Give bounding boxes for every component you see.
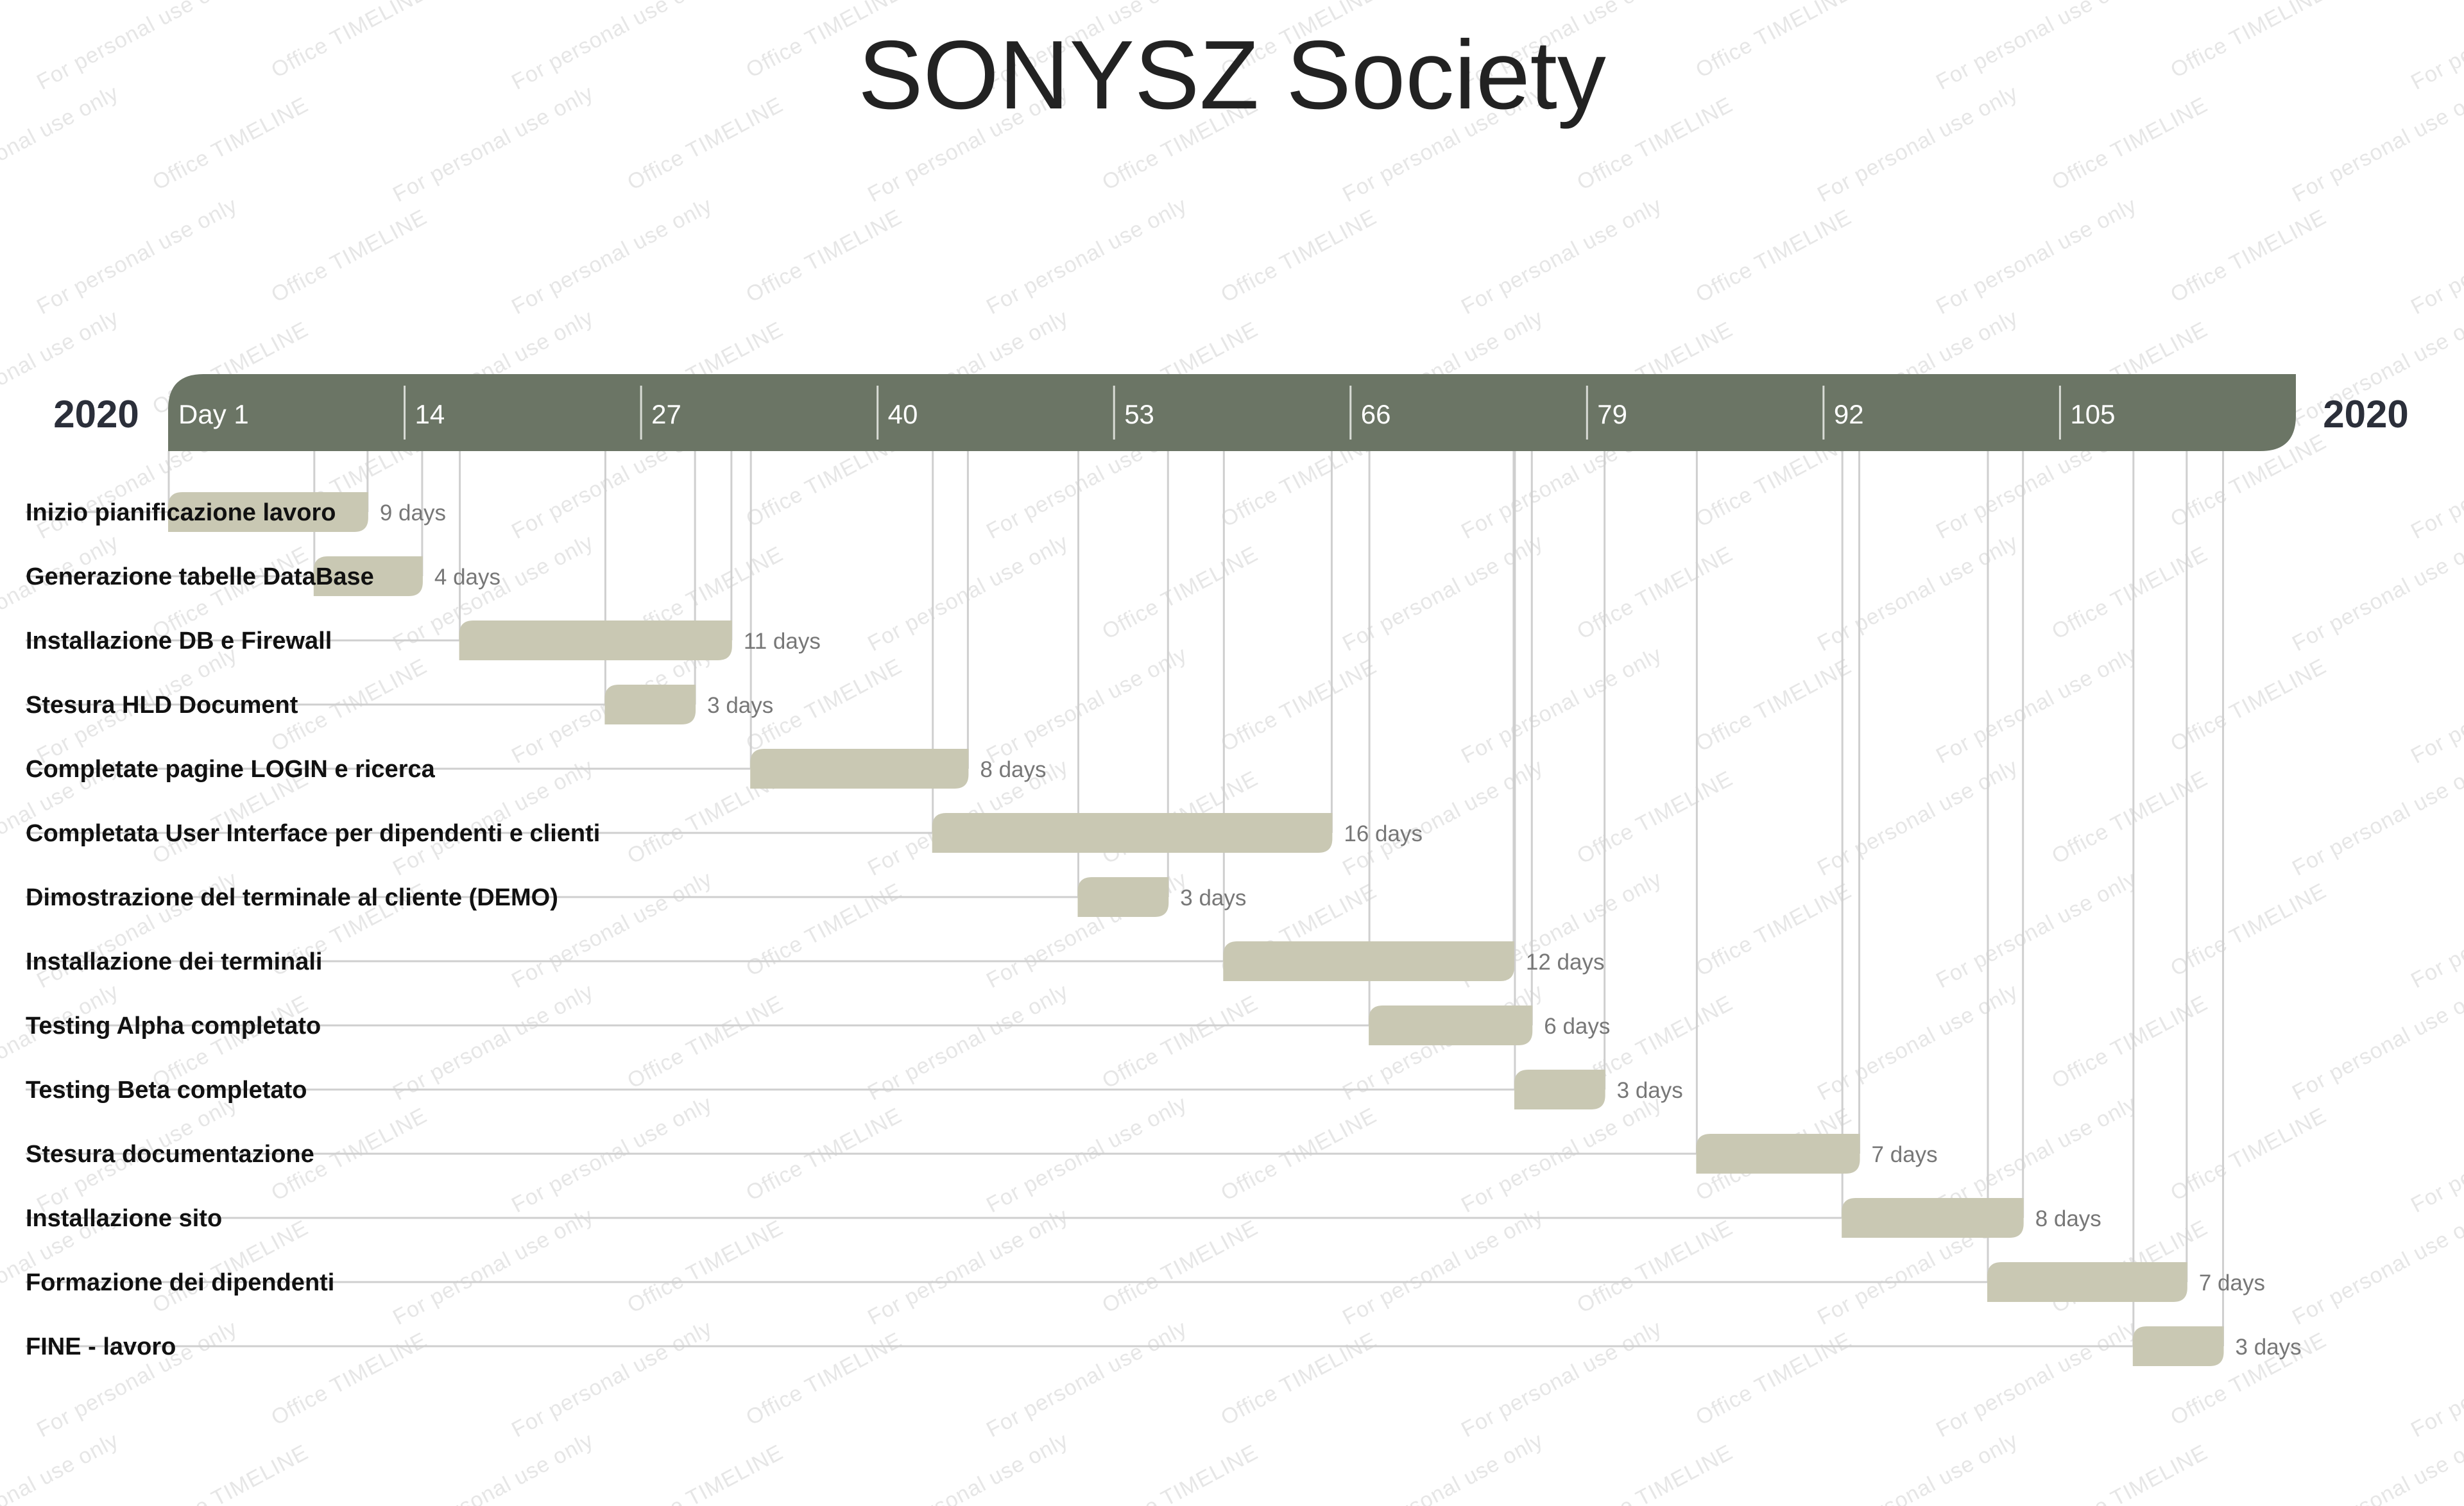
chart-title: SONYSZ Society (858, 21, 1606, 130)
axis-tick-label: 79 (1597, 399, 1627, 429)
task-bar (604, 685, 696, 724)
task-bar (459, 620, 732, 660)
task-name-label: Testing Alpha completato (26, 1013, 321, 1040)
task-labels-group: Inizio pianificazione lavoro 9 days Genera… (26, 499, 2302, 1360)
task-name-label: Completate pagine LOGIN e ricerca (26, 756, 436, 783)
task-bar (313, 556, 423, 596)
year-end-label: 2020 (2323, 393, 2408, 436)
leader-lines-group (26, 451, 2225, 1348)
task-bar (1223, 941, 1514, 981)
task-duration-label: 7 days (2199, 1271, 2265, 1296)
task-duration-label: 8 days (980, 757, 1046, 782)
task-name-label: Formazione dei dipendenti (26, 1269, 334, 1296)
task-bar (1369, 1005, 1533, 1045)
task-name-label: Completata User Interface per dipendenti… (26, 820, 600, 847)
task-duration-label: 11 days (744, 629, 821, 654)
axis-tick-label: Day 1 (178, 399, 249, 429)
task-bar (168, 492, 368, 532)
axis-tick-label: 40 (888, 399, 918, 429)
task-name-label: Stesura HLD Document (26, 692, 298, 719)
axis-tick-label: 14 (415, 399, 445, 429)
task-name-label: Installazione dei terminali (26, 948, 322, 975)
task-duration-label: 3 days (1617, 1078, 1683, 1103)
task-bar (2132, 1326, 2224, 1366)
task-name-label: Generazione tabelle DataBase (26, 563, 374, 590)
task-name-label: Dimostrazione del terminale al cliente (… (26, 884, 558, 911)
task-name-label: Installazione DB e Firewall (26, 628, 332, 655)
task-bar (750, 749, 969, 789)
task-name-label: Inizio pianificazione lavoro (26, 499, 336, 526)
task-bar (1842, 1198, 2024, 1238)
task-duration-label: 4 days (434, 565, 501, 590)
axis-tick-label: 105 (2070, 399, 2115, 429)
task-name-label: Installazione sito (26, 1205, 222, 1232)
task-name-label: FINE - lavoro (26, 1333, 176, 1360)
task-bar (932, 813, 1333, 853)
task-duration-label: 8 days (2035, 1206, 2101, 1231)
task-duration-label: 3 days (2236, 1335, 2302, 1360)
task-duration-label: 7 days (1872, 1142, 1938, 1167)
task-duration-label: 6 days (1544, 1014, 1610, 1039)
task-bar (1514, 1070, 1605, 1109)
axis-tick-label: 27 (651, 399, 681, 429)
task-bar (1987, 1262, 2187, 1302)
timeline-band-group: Day 1 14 27 40 53 66 79 92 105 2020 2020 (53, 374, 2409, 451)
task-duration-label: 3 days (1180, 886, 1246, 911)
task-duration-label: 12 days (1526, 950, 1605, 975)
year-start-label: 2020 (53, 393, 139, 436)
task-bars-group (168, 492, 2224, 1366)
task-bar (1696, 1134, 1860, 1174)
axis-tick-label: 53 (1124, 399, 1154, 429)
task-duration-label: 9 days (380, 501, 446, 526)
task-duration-label: 16 days (1344, 821, 1423, 846)
task-name-label: Testing Beta completato (26, 1077, 307, 1104)
timeline-band (168, 374, 2296, 451)
task-bar (1077, 877, 1169, 917)
axis-tick-label: 66 (1361, 399, 1391, 429)
axis-tick-label: 92 (1834, 399, 1864, 429)
task-name-label: Stesura documentazione (26, 1141, 314, 1168)
task-duration-label: 3 days (707, 693, 773, 718)
